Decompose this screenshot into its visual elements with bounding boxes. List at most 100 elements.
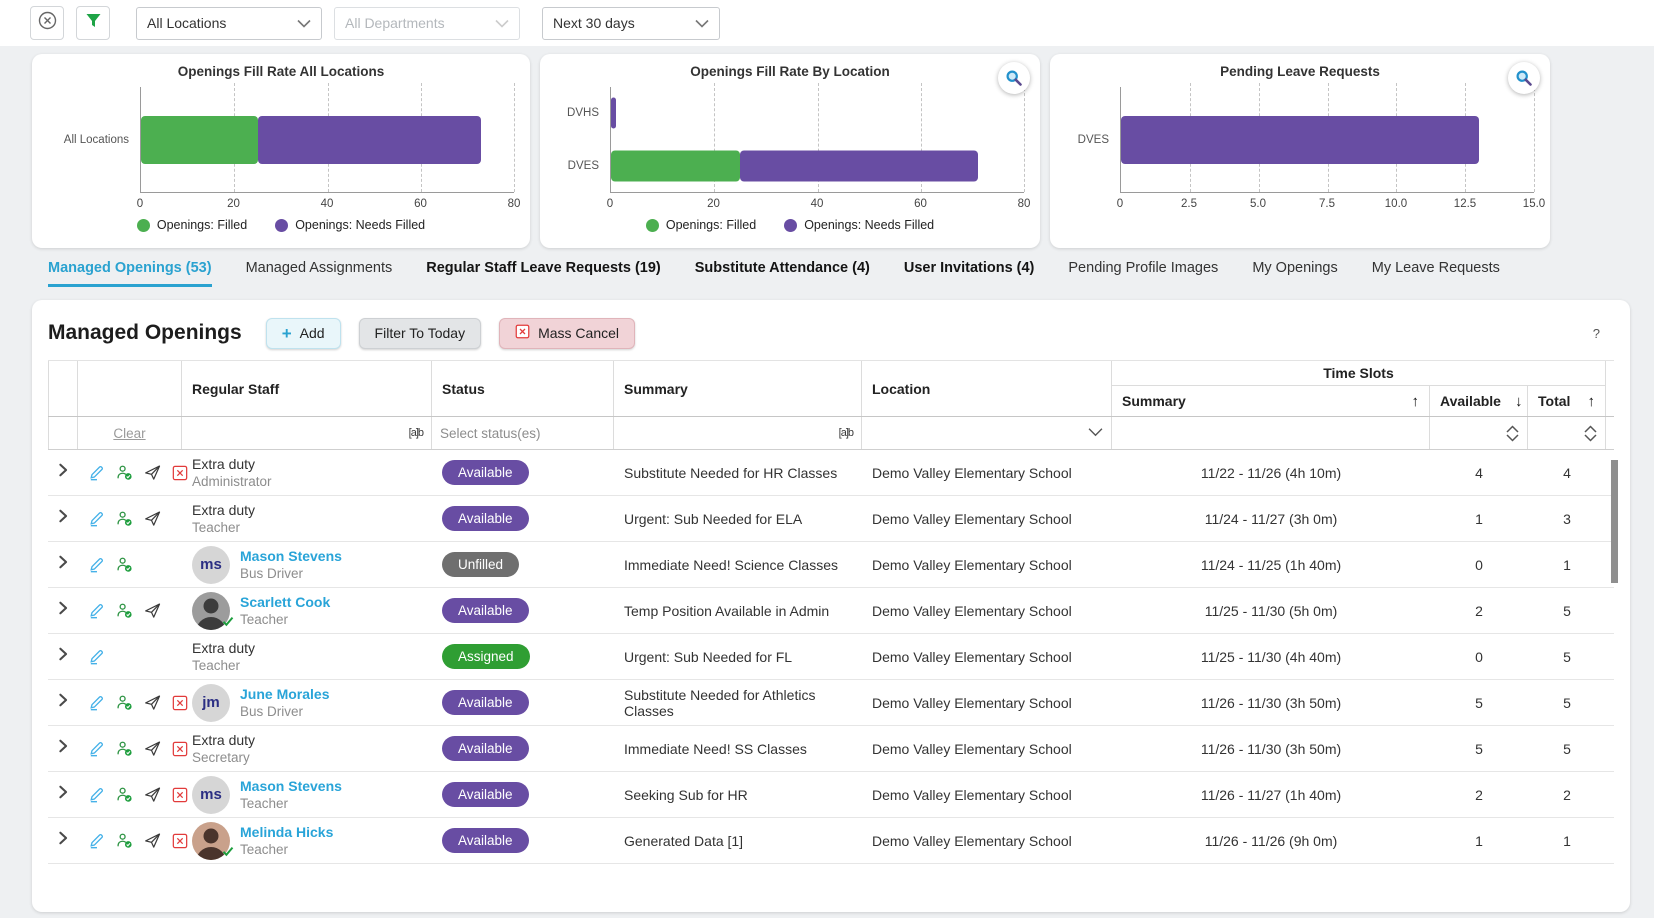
expand-button[interactable] <box>56 831 70 850</box>
staff-text-filter[interactable]: [a]b <box>182 417 432 449</box>
assign-button[interactable] <box>116 602 133 619</box>
tab-managed-assignments[interactable]: Managed Assignments <box>245 260 393 276</box>
sort-asc-icon[interactable]: ↑ <box>1411 392 1420 410</box>
tab-my-openings[interactable]: My Openings <box>1252 260 1338 276</box>
expand-button[interactable] <box>56 509 70 528</box>
expand-button[interactable] <box>56 555 70 574</box>
status-badge: Unfilled <box>442 552 520 577</box>
assign-button[interactable] <box>116 510 133 527</box>
bar-segment <box>611 150 741 182</box>
col-header-ts-summary[interactable]: Summary ↑ <box>1112 386 1430 416</box>
status-badge: Available <box>442 460 529 485</box>
tab-user-invitations-4[interactable]: User Invitations (4) <box>903 260 1035 276</box>
assign-button[interactable] <box>116 556 133 573</box>
status-filter[interactable]: Select status(es) <box>432 417 614 449</box>
edit-button[interactable] <box>88 694 105 711</box>
tab-regular-staff-leave-requests-19[interactable]: Regular Staff Leave Requests (19) <box>426 260 661 276</box>
send-button[interactable] <box>144 602 161 619</box>
summary-text-filter[interactable]: [a]b <box>614 417 862 449</box>
edit-button[interactable] <box>88 648 105 665</box>
tab-managed-openings-53[interactable]: Managed Openings (53) <box>48 260 212 287</box>
assign-button[interactable] <box>116 694 133 711</box>
cancel-button[interactable] <box>172 787 188 803</box>
ts-summary-filter[interactable] <box>1112 417 1430 449</box>
expand-button[interactable] <box>56 463 70 482</box>
expand-button[interactable] <box>56 601 70 620</box>
cancel-button[interactable] <box>172 833 188 849</box>
send-button[interactable] <box>144 694 161 711</box>
sort-desc-icon[interactable]: ↓ <box>1514 392 1523 410</box>
expand-button[interactable] <box>56 693 70 712</box>
chart-legend: Openings: Filled Openings: Needs Filled <box>48 218 514 232</box>
chart-card-pending-leave-requests: Pending Leave Requests DVES 0 2.5 5.0 7.5 10.0… <box>1050 54 1550 248</box>
expand-button[interactable] <box>56 739 70 758</box>
staff-name-link[interactable]: Melinda Hicks <box>240 823 334 840</box>
send-button[interactable] <box>144 740 161 757</box>
staff-name-link[interactable]: Mason Stevens <box>240 547 342 564</box>
assign-button[interactable] <box>116 740 133 757</box>
expand-button[interactable] <box>56 647 70 666</box>
help-icon[interactable]: ? <box>1592 325 1600 341</box>
edit-button[interactable] <box>88 602 105 619</box>
col-header-summary[interactable]: Summary <box>614 361 862 416</box>
available-spinner[interactable] <box>1506 424 1519 442</box>
edit-button[interactable] <box>88 786 105 803</box>
send-button[interactable] <box>144 786 161 803</box>
tab-pending-profile-images[interactable]: Pending Profile Images <box>1068 260 1219 276</box>
text-filter-icon[interactable]: [a]b <box>838 427 854 439</box>
cancel-button[interactable] <box>172 695 188 711</box>
text-filter-icon[interactable]: [a]b <box>408 427 424 439</box>
chevron-down-icon[interactable] <box>1088 427 1103 440</box>
summary-cell: Generated Data [1] <box>624 832 744 849</box>
available-filter[interactable] <box>1430 417 1528 449</box>
clear-filters-button[interactable] <box>30 6 64 40</box>
col-header-available[interactable]: Available ↓ <box>1430 386 1528 416</box>
col-header-status[interactable]: Status <box>432 361 614 416</box>
table-scrollbar[interactable] <box>1611 460 1618 583</box>
staff-role: Teacher <box>192 519 241 535</box>
edit-button[interactable] <box>88 740 105 757</box>
circle-x-icon <box>38 11 57 35</box>
filter-button[interactable] <box>76 6 110 40</box>
edit-button[interactable] <box>88 832 105 849</box>
staff-role: Teacher <box>240 795 289 811</box>
bar-segment <box>611 97 617 129</box>
date-range-select[interactable]: Next 30 days <box>542 6 720 40</box>
tab-substitute-attendance-4[interactable]: Substitute Attendance (4) <box>694 260 870 276</box>
available-cell: 2 <box>1475 602 1483 619</box>
edit-button[interactable] <box>88 556 105 573</box>
chevron-right-icon <box>59 693 68 707</box>
assign-button[interactable] <box>116 464 133 481</box>
total-spinner[interactable] <box>1584 424 1597 442</box>
clear-filters-link[interactable]: Clear <box>113 425 146 441</box>
x-square-icon <box>172 741 188 756</box>
send-button[interactable] <box>144 510 161 527</box>
col-header-location[interactable]: Location <box>862 361 1112 416</box>
cancel-button[interactable] <box>172 741 188 757</box>
tab-my-leave-requests[interactable]: My Leave Requests <box>1371 260 1500 276</box>
add-button[interactable]: + Add <box>265 317 341 349</box>
edit-button[interactable] <box>88 464 105 481</box>
edit-button[interactable] <box>88 510 105 527</box>
location-filter[interactable] <box>862 417 1112 449</box>
expand-button[interactable] <box>56 785 70 804</box>
assign-button[interactable] <box>116 832 133 849</box>
staff-name-link[interactable]: June Morales <box>240 685 330 702</box>
send-button[interactable] <box>144 832 161 849</box>
staff-name-link[interactable]: Mason Stevens <box>240 777 342 794</box>
sort-asc-icon[interactable]: ↑ <box>1587 392 1596 410</box>
filter-to-today-button[interactable]: Filter To Today <box>358 317 482 349</box>
paper-plane-icon <box>145 741 161 756</box>
mass-cancel-button[interactable]: Mass Cancel <box>499 317 635 349</box>
location-select[interactable]: All Locations <box>136 6 322 40</box>
chart-zoom-button[interactable] <box>998 62 1030 94</box>
staff-name-link[interactable]: Scarlett Cook <box>240 593 331 610</box>
col-header-regular-staff[interactable]: Regular Staff <box>182 361 432 416</box>
total-filter[interactable] <box>1528 417 1606 449</box>
col-header-total[interactable]: Total ↑ <box>1528 386 1606 416</box>
magnifier-icon <box>1516 70 1532 86</box>
cancel-button[interactable] <box>172 465 188 481</box>
assign-button[interactable] <box>116 786 133 803</box>
send-button[interactable] <box>144 464 161 481</box>
chart-zoom-button[interactable] <box>1508 62 1540 94</box>
